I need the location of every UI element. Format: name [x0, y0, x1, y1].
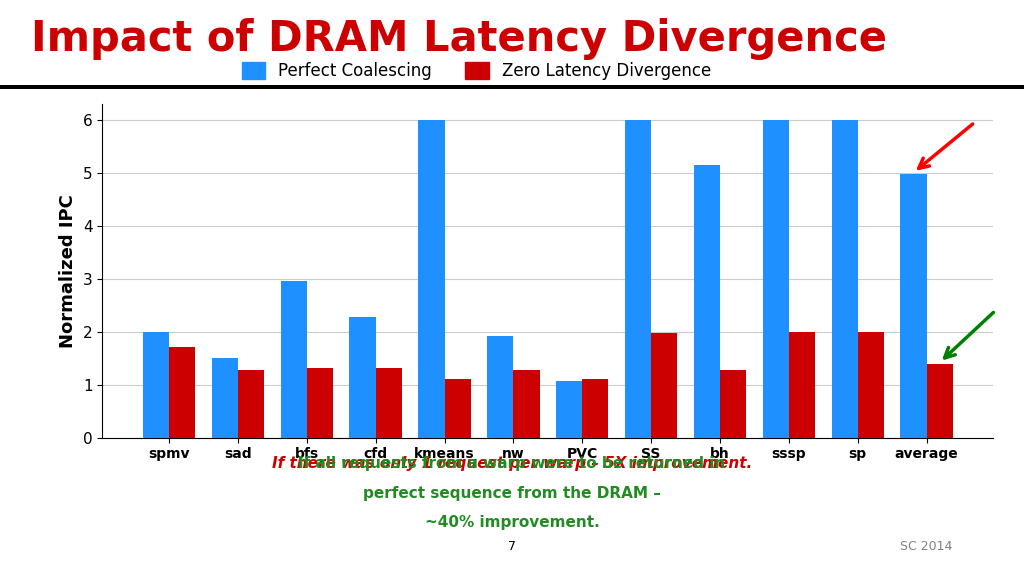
- Y-axis label: Normalized IPC: Normalized IPC: [59, 194, 78, 348]
- Bar: [143, 332, 169, 438]
- Bar: [212, 358, 238, 438]
- Bar: [583, 380, 608, 438]
- Bar: [376, 367, 401, 438]
- Text: 7: 7: [508, 540, 516, 553]
- Bar: [487, 336, 513, 438]
- Bar: [238, 370, 264, 438]
- Text: SC 2014: SC 2014: [900, 540, 952, 553]
- Bar: [900, 174, 927, 438]
- Bar: [694, 165, 720, 438]
- Bar: [513, 370, 540, 438]
- Bar: [349, 317, 376, 438]
- Bar: [788, 332, 815, 438]
- Bar: [307, 367, 333, 438]
- Bar: [927, 363, 952, 438]
- Bar: [556, 381, 583, 438]
- Bar: [444, 380, 471, 438]
- Text: Impact of DRAM Latency Divergence: Impact of DRAM Latency Divergence: [31, 18, 887, 60]
- Text: If all requests from a warp were to be returned in: If all requests from a warp were to be r…: [298, 456, 726, 471]
- Bar: [831, 120, 858, 438]
- Bar: [169, 347, 196, 438]
- Bar: [651, 333, 677, 438]
- Bar: [858, 332, 884, 438]
- Bar: [720, 370, 746, 438]
- Text: ~40% improvement.: ~40% improvement.: [425, 515, 599, 530]
- Text: If there was only 1 request per warp – 5X improvement.: If there was only 1 request per warp – 5…: [272, 456, 752, 471]
- Bar: [625, 120, 651, 438]
- Legend: Perfect Coalescing, Zero Latency Divergence: Perfect Coalescing, Zero Latency Diverge…: [236, 55, 718, 87]
- Bar: [281, 281, 307, 438]
- Text: perfect sequence from the DRAM –: perfect sequence from the DRAM –: [362, 486, 662, 501]
- Bar: [763, 120, 788, 438]
- Bar: [419, 120, 444, 438]
